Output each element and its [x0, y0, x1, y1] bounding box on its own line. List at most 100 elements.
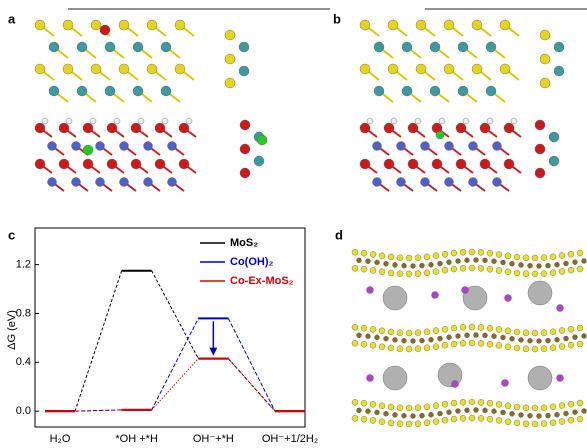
y-tick-label: 1.2 [16, 259, 31, 271]
atom [477, 249, 485, 256]
atom [468, 398, 476, 406]
x-tick-label: OH⁻+1/2H₂ [262, 433, 318, 445]
atom [461, 286, 469, 294]
atom [531, 404, 539, 412]
atom [450, 399, 458, 407]
atom [492, 177, 502, 187]
atom [414, 420, 422, 427]
atom [558, 268, 566, 275]
atom [428, 262, 434, 268]
atom [428, 337, 434, 343]
atom [572, 409, 578, 415]
atom [239, 119, 251, 131]
atom [185, 117, 193, 125]
atom [432, 327, 440, 334]
atom [374, 334, 380, 341]
atom [396, 254, 404, 261]
atom [539, 77, 551, 89]
atom [540, 345, 548, 352]
panel-label: b [333, 11, 341, 26]
atom [432, 343, 440, 350]
atom [351, 249, 359, 256]
atom [58, 122, 70, 134]
atom [34, 122, 46, 134]
atom [513, 253, 521, 261]
atom [446, 259, 452, 265]
atom [420, 141, 430, 151]
atom [563, 260, 569, 267]
atom [161, 117, 169, 125]
atom [360, 415, 368, 423]
atom [48, 85, 60, 97]
atom [378, 327, 386, 334]
legend-label: MoS₂ [230, 237, 258, 249]
atom [503, 122, 515, 134]
atom [224, 29, 236, 41]
atom [534, 143, 546, 155]
atom [419, 262, 425, 269]
atom [405, 345, 413, 353]
atom [510, 117, 518, 125]
atom [369, 342, 377, 349]
y-tick-label: 0.8 [16, 307, 31, 319]
atom [531, 420, 539, 428]
atom [401, 413, 407, 419]
atom [540, 404, 548, 411]
atom [576, 399, 584, 407]
atom [509, 261, 515, 267]
atom [462, 117, 470, 125]
atom [558, 327, 566, 334]
atom [471, 19, 483, 31]
atom [495, 417, 503, 424]
atom [365, 333, 371, 339]
atom [351, 340, 359, 347]
arrow-head [209, 347, 218, 356]
atom [464, 257, 470, 263]
atom [459, 249, 467, 256]
atom [504, 402, 512, 409]
atom [509, 336, 515, 342]
atom [392, 262, 398, 268]
x-tick-label: H₂O [50, 433, 71, 445]
atom [89, 117, 97, 125]
atom [567, 325, 575, 333]
atom [401, 41, 413, 53]
atom [444, 141, 454, 151]
atom [256, 134, 268, 146]
connector [74, 409, 122, 412]
atom [459, 265, 467, 272]
atom [572, 259, 578, 265]
atom [130, 122, 142, 134]
atom [365, 408, 371, 414]
atom [459, 340, 467, 347]
atom [396, 420, 404, 427]
atom [405, 254, 413, 262]
atom [167, 177, 177, 187]
atom [486, 341, 494, 348]
atom [513, 419, 521, 427]
atom [581, 333, 587, 339]
atom [104, 85, 116, 97]
atom [374, 409, 380, 416]
atom [432, 402, 440, 409]
atom [178, 158, 190, 170]
atom [558, 418, 566, 425]
atom [545, 337, 551, 344]
atom [450, 340, 458, 348]
atom [527, 263, 533, 269]
atom [450, 324, 458, 332]
atom [540, 420, 548, 427]
connector [227, 318, 276, 412]
atom [558, 343, 566, 350]
atom [118, 63, 130, 75]
atom [76, 85, 88, 97]
atom [118, 19, 130, 31]
atom [567, 400, 575, 408]
atom [407, 158, 419, 170]
atom [360, 324, 368, 332]
atom [387, 63, 399, 75]
atom [479, 122, 491, 134]
atom [513, 269, 521, 277]
atom [143, 141, 153, 151]
atom [567, 266, 575, 274]
